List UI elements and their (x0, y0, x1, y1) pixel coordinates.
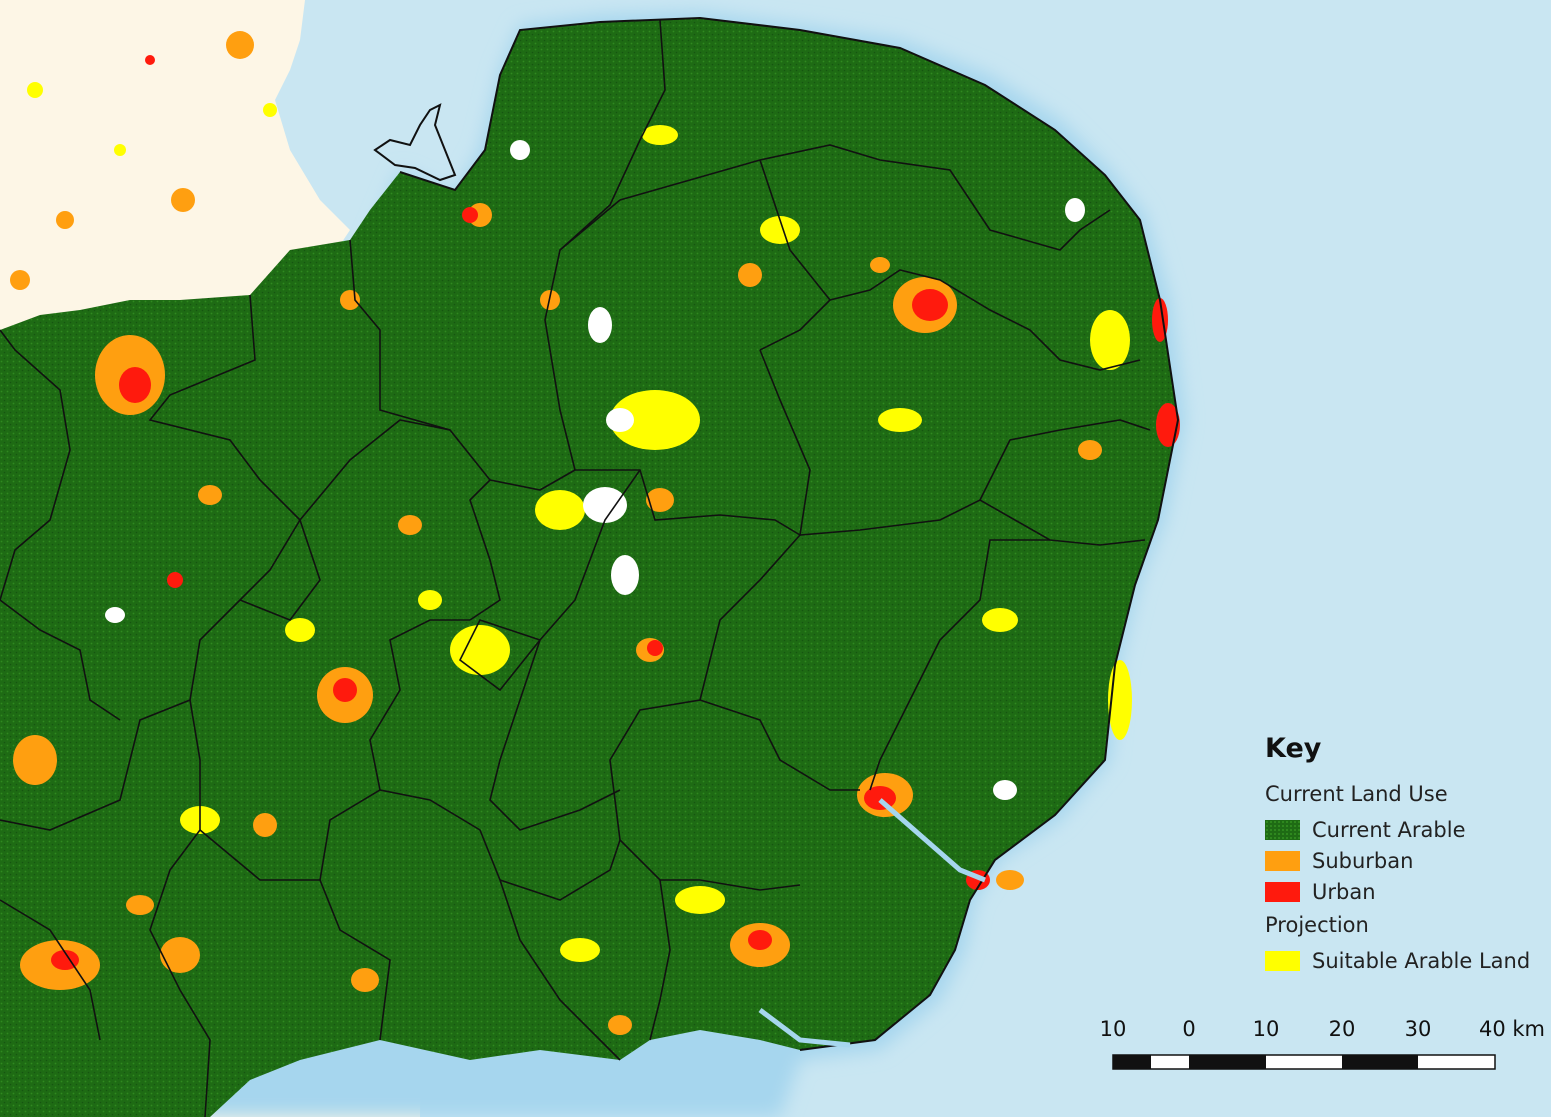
urban-swatch (1265, 881, 1300, 902)
the-wash-inlet (373, 103, 457, 182)
legend-item-suitable-arable-land: Suitable Arable Land (1265, 945, 1542, 976)
legend-item-label: Suburban (1312, 848, 1414, 873)
arable-land-mass (0, 18, 1178, 1117)
suitable-arable-land-swatch (1265, 950, 1300, 971)
suitable-land-patches (180, 125, 1132, 962)
legend-item-urban: Urban (1265, 876, 1542, 907)
non-arable-gaps (105, 140, 1085, 800)
western-land-flecks (10, 31, 277, 290)
legend: Key Current Land Use Current Arable Subu… (1262, 733, 1542, 976)
legend-item-label: Urban (1312, 879, 1376, 904)
estuaries (758, 798, 986, 1048)
legend-item-current-arable: Current Arable (1265, 814, 1542, 845)
legend-group-heading: Projection (1265, 913, 1369, 937)
legend-item-label: Suitable Arable Land (1312, 948, 1531, 973)
suburban-swatch (1265, 850, 1300, 871)
scale-bar: 10 0 10 20 30 40 km (1090, 1017, 1545, 1077)
legend-item-label: Current Arable (1312, 817, 1466, 842)
district-boundaries (0, 19, 1151, 1117)
coastline (399, 16, 1180, 1051)
scale-label: 0 (1182, 1017, 1196, 1041)
legend-group-heading: Current Land Use (1265, 782, 1448, 806)
scale-bar-graphic (1112, 1054, 1496, 1070)
scale-label: 10 (1252, 1017, 1280, 1041)
legend-title: Key (1265, 733, 1322, 764)
scale-label: 20 (1328, 1017, 1356, 1041)
current-arable-swatch (1265, 819, 1300, 840)
legend-item-suburban: Suburban (1265, 845, 1542, 876)
scale-label: 10 (1099, 1017, 1127, 1041)
scale-label: 40 km (1478, 1017, 1546, 1041)
scale-label: 30 (1404, 1017, 1432, 1041)
